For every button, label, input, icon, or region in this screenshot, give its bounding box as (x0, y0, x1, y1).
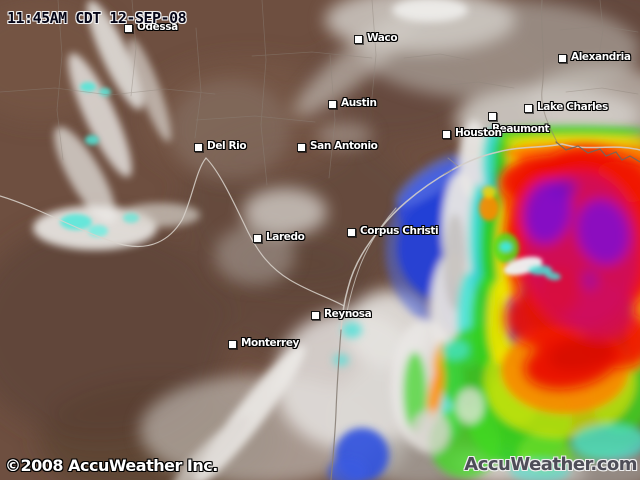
louisiana-coastline (555, 141, 640, 163)
city-marker-reynosa (311, 311, 320, 320)
city-label-corpus-christi: Corpus Christi (360, 225, 439, 237)
county-borders (0, 0, 639, 186)
city-label-odessa: Odessa (137, 21, 178, 33)
city-marker-alexandria (558, 54, 567, 63)
city-label-monterrey: Monterrey (241, 337, 300, 349)
rio-grande-river (0, 157, 345, 307)
mexico-coastline (330, 329, 342, 480)
city-marker-beaumont (488, 112, 497, 121)
city-marker-monterrey (228, 340, 237, 349)
state-border-tx-la (541, 0, 558, 143)
copyright-text: ©2008 AccuWeather Inc. (5, 456, 218, 475)
accuweather-watermark: AccuWeather.com (464, 454, 637, 475)
city-label-austin: Austin (341, 97, 377, 109)
city-label-houston: Houston (455, 127, 502, 139)
city-label-alexandria: Alexandria (571, 51, 631, 63)
hurricane-core (500, 147, 640, 390)
west-cold-top-spots (60, 82, 139, 237)
city-label-laredo: Laredo (266, 231, 305, 243)
timestamp: 11:45AM CDT 12-SEP-08 (7, 9, 187, 27)
city-marker-laredo (253, 234, 262, 243)
city-label-del-rio: Del Rio (207, 140, 247, 152)
city-marker-waco (354, 35, 363, 44)
barrier-island (346, 207, 397, 313)
texas-coastline (340, 143, 640, 331)
hurricane-eye-details (479, 186, 561, 281)
city-label-reynosa: Reynosa (324, 308, 372, 320)
city-marker-del-rio (194, 143, 203, 152)
city-marker-odessa (124, 24, 133, 33)
city-marker-houston (442, 130, 451, 139)
city-marker-san-antonio (297, 143, 306, 152)
city-label-beaumont: Beaumont (492, 123, 550, 135)
city-label-waco: Waco (367, 32, 398, 44)
city-label-lake-charles: Lake Charles (537, 101, 608, 113)
city-marker-austin (328, 100, 337, 109)
city-marker-lake-charles (524, 104, 533, 113)
city-label-san-antonio: San Antonio (310, 140, 378, 152)
galveston-bay (443, 157, 459, 175)
city-marker-corpus-christi (347, 228, 356, 237)
